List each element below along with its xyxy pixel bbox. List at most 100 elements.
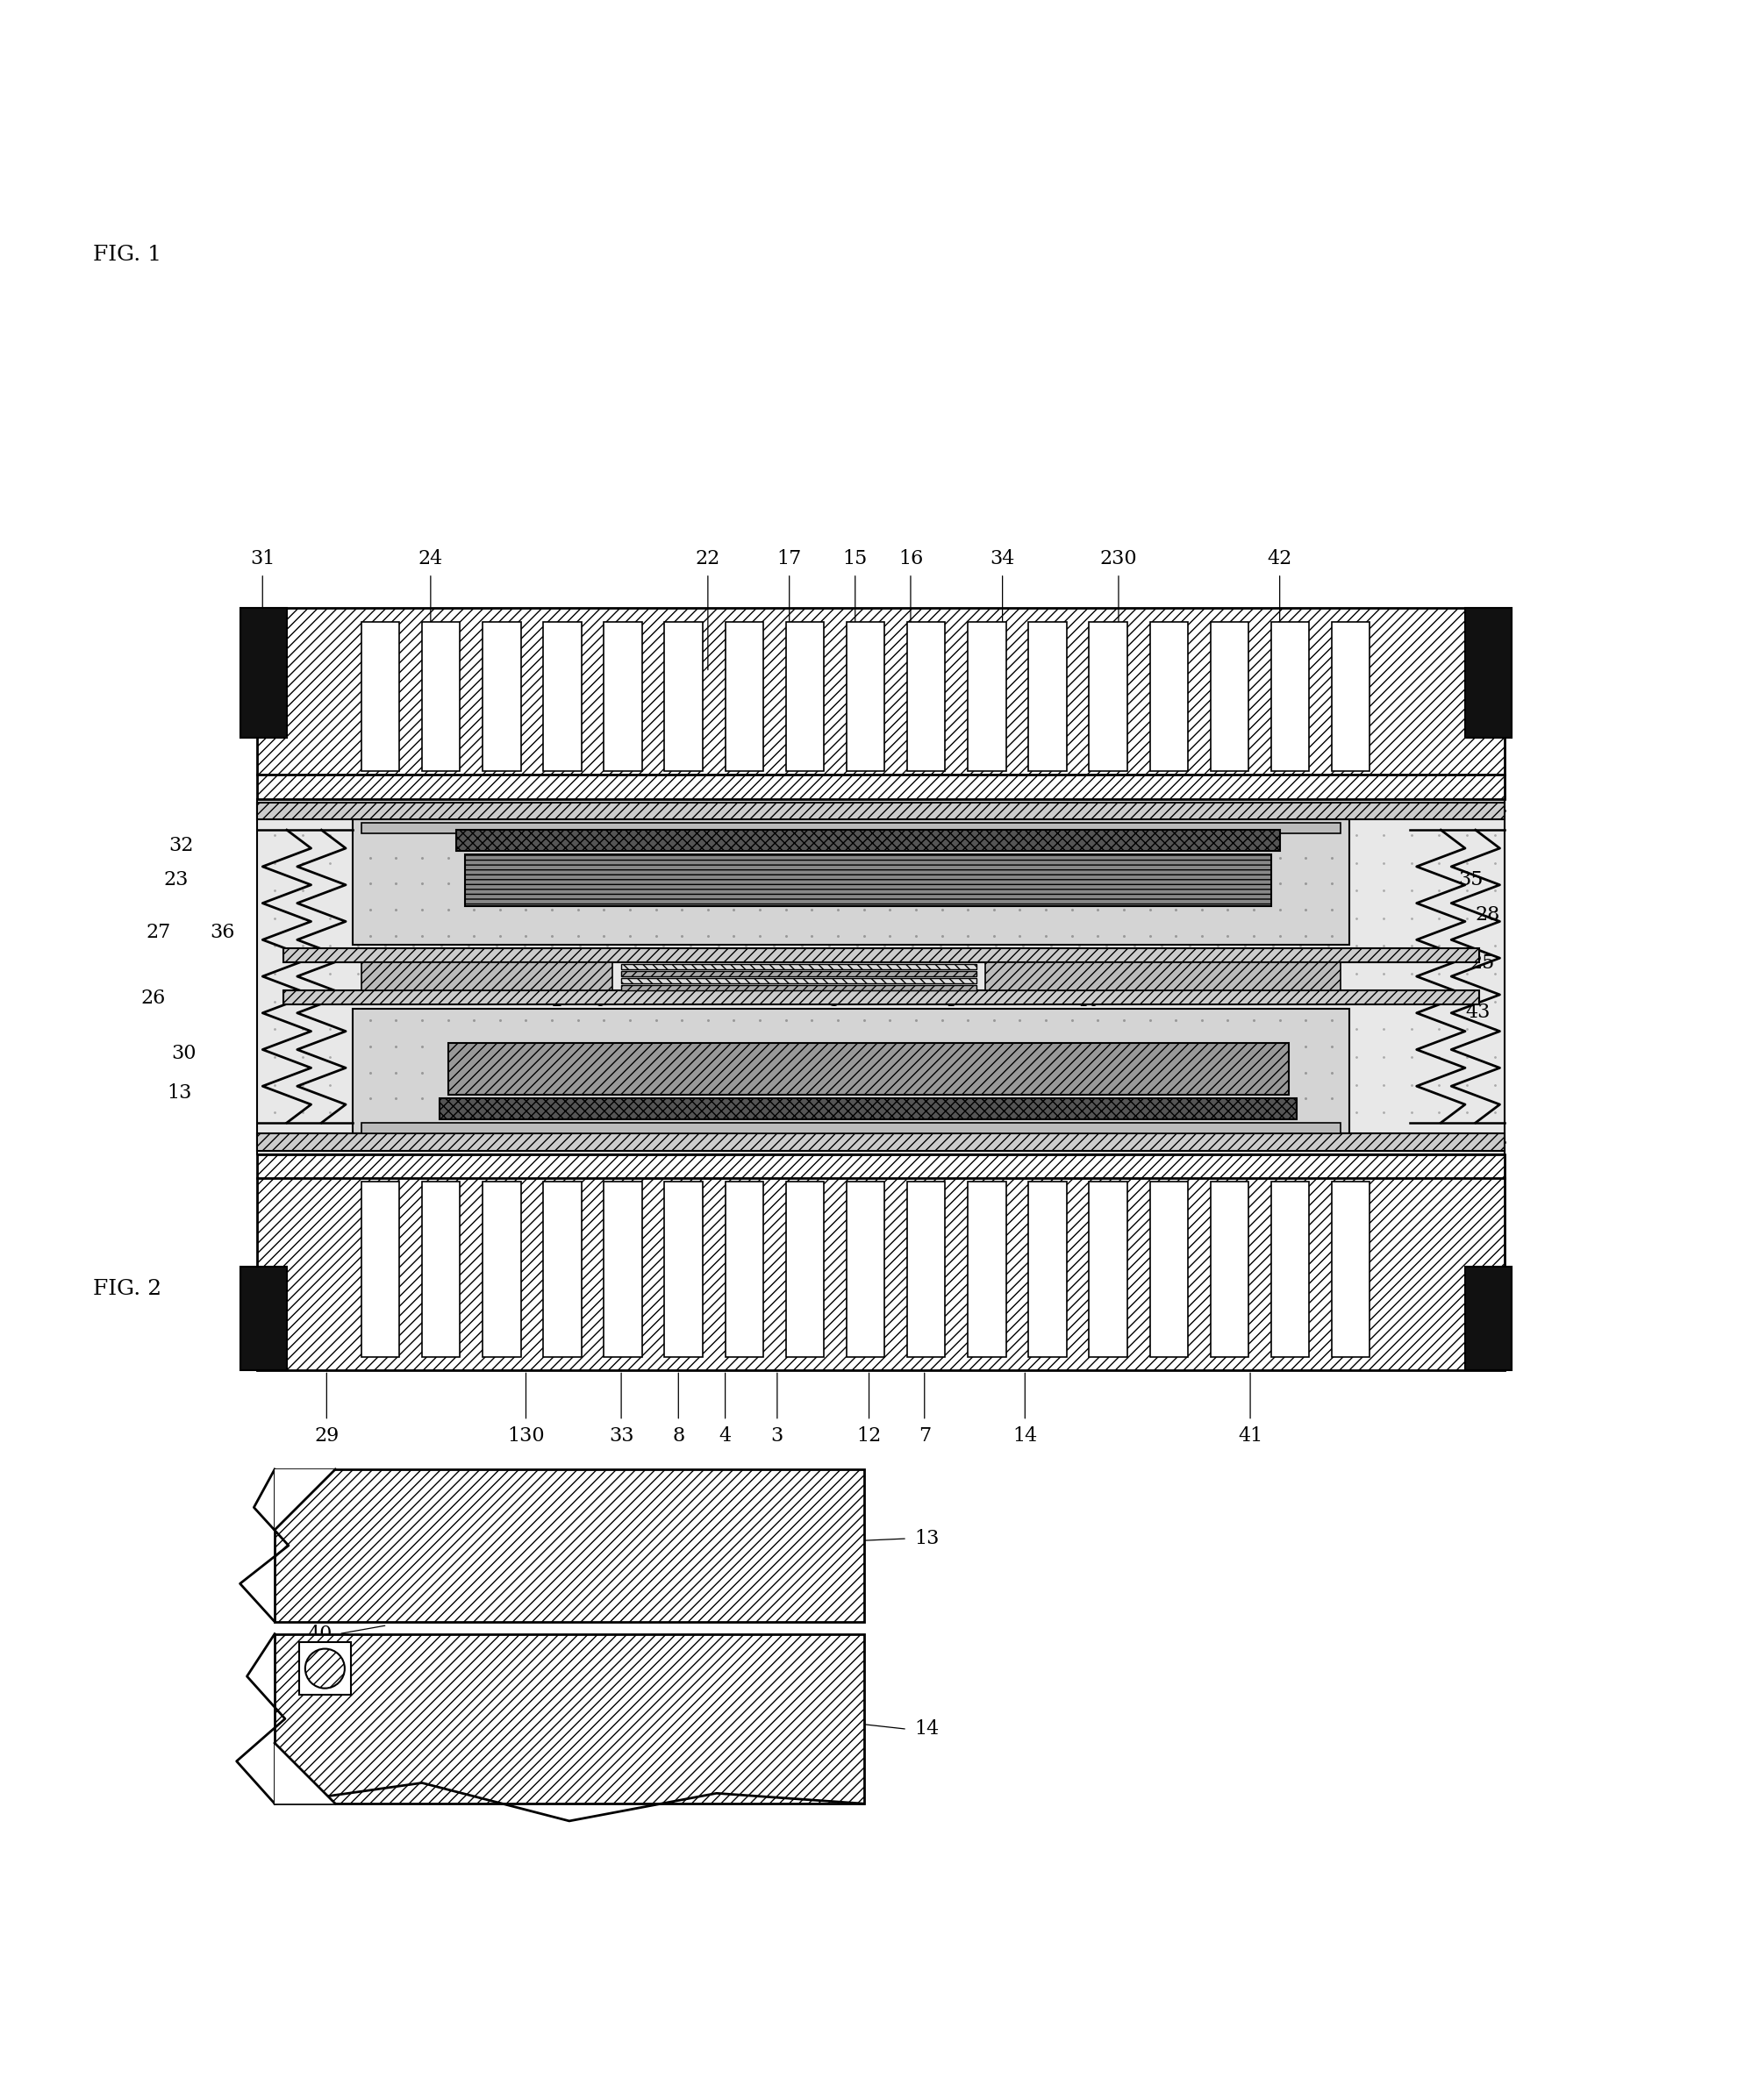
Bar	[665, 622, 703, 771]
Bar	[361, 962, 612, 991]
Bar	[274, 1470, 864, 1621]
Bar	[968, 622, 1005, 771]
Bar	[257, 802, 1504, 819]
Text: 24: 24	[419, 548, 443, 569]
Text: 45: 45	[412, 1042, 433, 1058]
Text: 41: 41	[318, 1590, 342, 1609]
Bar	[1089, 622, 1127, 771]
Bar	[1466, 609, 1511, 737]
Bar	[283, 949, 1480, 962]
Bar	[785, 1182, 824, 1357]
Text: 44: 44	[1204, 926, 1227, 941]
Bar	[352, 819, 1349, 945]
Bar	[448, 1044, 1288, 1094]
Bar	[241, 609, 286, 737]
Bar	[422, 1182, 461, 1357]
Text: 42: 42	[1267, 548, 1291, 569]
Text: 11: 11	[1070, 1042, 1091, 1058]
Bar	[621, 985, 977, 991]
Bar	[274, 1634, 864, 1804]
Text: 130: 130	[508, 1426, 544, 1445]
Text: 35: 35	[1459, 872, 1483, 890]
Bar	[543, 1182, 581, 1357]
Bar	[1211, 622, 1248, 771]
Text: 4: 4	[719, 1426, 731, 1445]
Bar	[1089, 1182, 1127, 1357]
Bar	[1211, 1182, 1248, 1357]
Text: 19: 19	[412, 960, 433, 976]
Text: 9: 9	[464, 1042, 476, 1058]
Bar	[1028, 1182, 1066, 1357]
Bar	[604, 622, 642, 771]
Bar	[283, 991, 1480, 1004]
Polygon shape	[274, 1743, 335, 1804]
Text: FIG. 1: FIG. 1	[92, 244, 161, 265]
Text: 14: 14	[1012, 1426, 1037, 1445]
Bar	[257, 1155, 1504, 1371]
Text: 10: 10	[1078, 993, 1099, 1010]
Text: 29: 29	[314, 1426, 339, 1445]
Text: 30: 30	[171, 1044, 197, 1063]
Circle shape	[305, 1648, 346, 1688]
Text: 20: 20	[1174, 960, 1195, 976]
Text: 34: 34	[989, 548, 1016, 569]
Text: 7: 7	[918, 1426, 930, 1445]
Bar	[543, 622, 581, 771]
Bar	[1270, 1182, 1309, 1357]
Bar	[1270, 622, 1309, 771]
Text: 23: 23	[162, 872, 188, 890]
Text: 31: 31	[250, 548, 276, 569]
Text: 27: 27	[147, 922, 171, 941]
Bar	[621, 970, 977, 976]
Bar	[1331, 1182, 1370, 1357]
Bar	[457, 830, 1279, 850]
Text: 12: 12	[857, 1426, 881, 1445]
Bar	[241, 1266, 286, 1371]
Text: 32: 32	[168, 836, 194, 855]
Bar	[483, 622, 520, 771]
Bar	[665, 1182, 703, 1357]
Bar	[726, 622, 763, 771]
Bar	[298, 1642, 351, 1695]
Text: 25: 25	[1471, 953, 1495, 972]
Bar	[1028, 622, 1066, 771]
Bar	[257, 609, 1504, 798]
Bar	[257, 1134, 1504, 1151]
Text: 16: 16	[899, 548, 923, 569]
Bar	[726, 1182, 763, 1357]
Text: 14: 14	[914, 1720, 939, 1739]
Text: 43: 43	[1466, 1002, 1490, 1021]
Text: 5: 5	[829, 993, 839, 1010]
Bar	[907, 1182, 946, 1357]
Bar	[968, 1182, 1005, 1357]
Bar	[440, 1098, 1297, 1119]
Bar	[604, 1182, 642, 1357]
Bar	[361, 622, 400, 771]
Text: 1: 1	[946, 993, 956, 1010]
Text: 26: 26	[141, 989, 166, 1008]
Bar	[621, 964, 977, 970]
Text: 3: 3	[771, 1426, 784, 1445]
Bar	[466, 855, 1270, 907]
Bar	[1466, 1266, 1511, 1371]
Text: 230: 230	[1099, 548, 1138, 569]
Bar	[986, 962, 1340, 991]
Text: 2: 2	[551, 993, 562, 1010]
Bar	[483, 1182, 520, 1357]
Bar	[422, 622, 461, 771]
Bar	[907, 622, 946, 771]
Bar	[1150, 1182, 1188, 1357]
Bar	[361, 1182, 400, 1357]
Bar	[621, 979, 977, 983]
Text: 6: 6	[595, 993, 606, 1010]
Text: 13: 13	[166, 1084, 192, 1102]
Bar	[352, 1008, 1349, 1134]
Bar	[1331, 622, 1370, 771]
Text: 41: 41	[1237, 1426, 1263, 1445]
Bar	[785, 622, 824, 771]
Bar	[257, 798, 1504, 1155]
Text: 18: 18	[1162, 926, 1183, 941]
Text: 22: 22	[696, 548, 721, 569]
Text: 8: 8	[672, 1426, 684, 1445]
Text: 17: 17	[777, 548, 801, 569]
